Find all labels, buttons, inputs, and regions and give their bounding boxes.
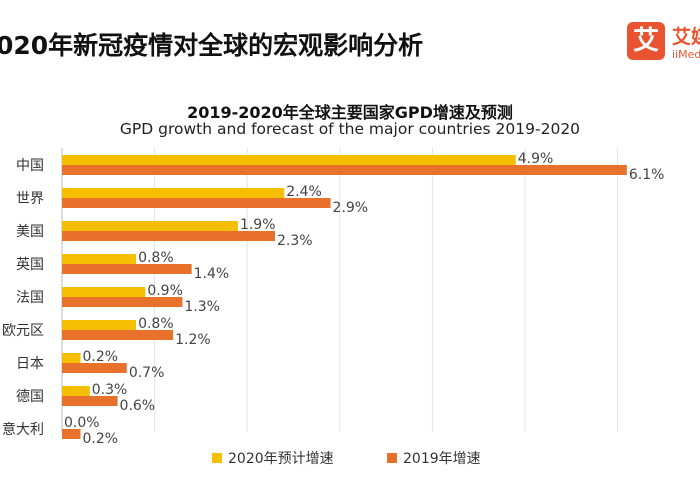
logo-sub: iiMedia [672, 48, 700, 61]
chart-legend: 2020年预计增速 2019年增速 [0, 448, 700, 472]
bar-2019 [62, 165, 627, 175]
legend-swatch-2020 [212, 453, 222, 463]
bar-2020 [62, 254, 137, 264]
category-label: 法国 [16, 290, 44, 306]
data-label-2020: 4.9% [518, 151, 554, 167]
data-label-2020: 0.8% [138, 316, 174, 332]
category-label: 德国 [16, 389, 44, 405]
brand-logo: 艾 艾媒 iiMedia [627, 20, 700, 66]
page-title: 020年新冠疫情对全球的宏观影响分析 [0, 31, 424, 60]
category-label: 欧元区 [2, 323, 44, 339]
bar-2020 [62, 386, 90, 396]
data-label-2019: 0.2% [83, 431, 119, 447]
bar-2019 [62, 396, 118, 406]
category-label: 中国 [16, 158, 44, 174]
bar-2020 [62, 188, 285, 198]
bar-2020 [62, 221, 238, 231]
bar-2020 [62, 155, 516, 165]
data-label-2019: 2.9% [333, 200, 369, 216]
data-label-2019: 6.1% [629, 167, 665, 183]
logo-name: 艾媒 [672, 26, 700, 48]
legend-swatch-2019 [387, 453, 397, 463]
logo-mark: 艾 [627, 22, 665, 60]
category-label: 英国 [16, 256, 44, 273]
chart-title: 2019-2020年全球主要国家GPD增速及预测 [187, 103, 513, 122]
category-label: 美国 [16, 224, 44, 240]
category-label: 意大利 [2, 421, 44, 438]
legend-item-2019: 2019年增速 [387, 448, 481, 468]
bar-2019 [62, 231, 275, 241]
bar-2020 [62, 353, 81, 363]
data-label-2019: 1.3% [184, 299, 220, 315]
legend-item-2020: 2020年预计增速 [212, 448, 334, 468]
data-label-2019: 0.6% [120, 398, 156, 414]
bar-2019 [62, 297, 183, 307]
legend-label-2020: 2020年预计增速 [228, 451, 334, 467]
legend-label-2019: 2019年增速 [403, 451, 481, 467]
bar-2019 [62, 198, 331, 208]
data-label-2019: 1.4% [194, 266, 230, 282]
bar-2019 [62, 429, 81, 439]
data-label-2019: 1.2% [175, 332, 211, 348]
data-label-2020: 0.0% [64, 415, 100, 431]
chart-subtitle: GPD growth and forecast of the major cou… [119, 120, 581, 138]
bar-2019 [62, 264, 192, 274]
data-label-2019: 0.7% [129, 365, 165, 381]
data-label-2020: 0.8% [138, 250, 174, 266]
data-label-2019: 2.3% [277, 233, 313, 249]
bar-2019 [62, 363, 127, 373]
bar-2020 [62, 287, 146, 297]
bar-2020 [62, 320, 137, 330]
category-label: 日本 [16, 356, 44, 372]
data-label-2020: 0.2% [83, 349, 119, 365]
data-label-2020: 1.9% [240, 217, 276, 233]
data-label-2020: 0.9% [147, 283, 183, 299]
data-label-2020: 2.4% [286, 184, 322, 200]
data-label-2020: 0.3% [92, 382, 128, 398]
category-label: 世界 [16, 191, 44, 207]
bar-2019 [62, 330, 174, 340]
